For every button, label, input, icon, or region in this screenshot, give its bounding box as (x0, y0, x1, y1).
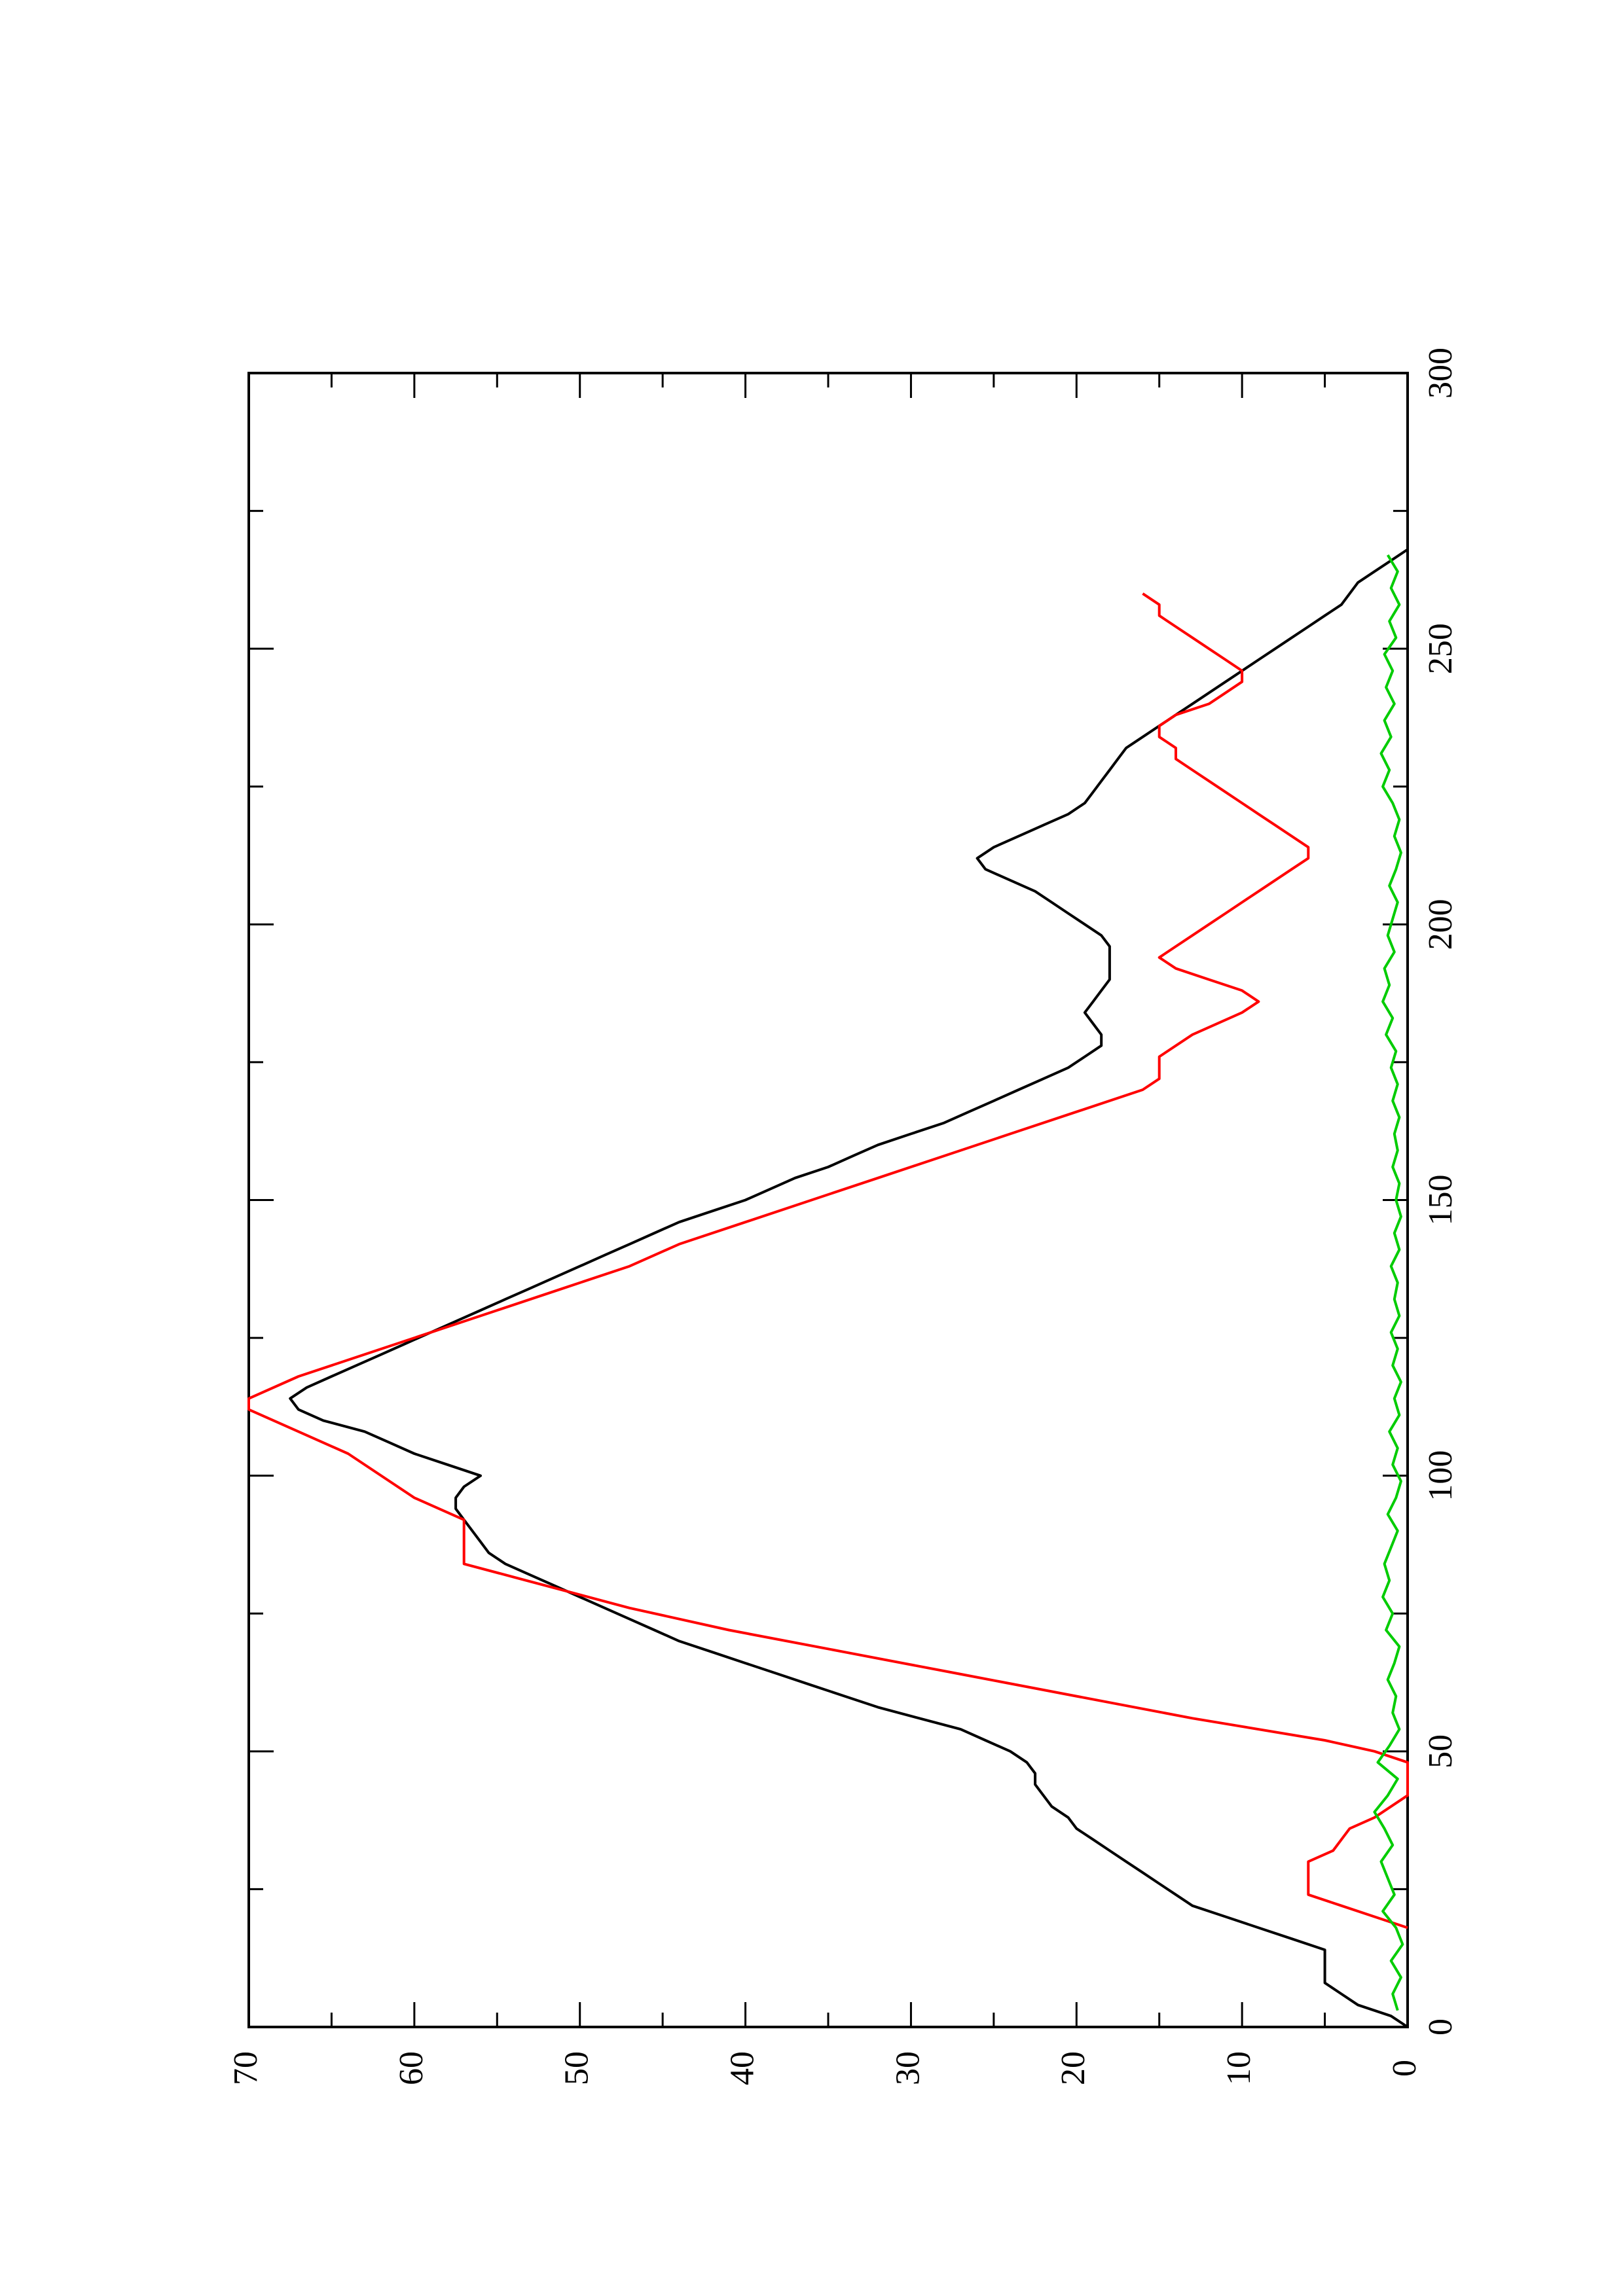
x-tick-label: 300 (1422, 348, 1459, 399)
x-tick-label: 50 (1422, 1734, 1459, 1768)
series-layer (247, 548, 1409, 2028)
y-tick-label: 10 (1220, 2051, 1258, 2085)
series-line-3 (1373, 554, 1404, 2011)
x-axis-ticks (249, 372, 1408, 2028)
plot-frame (247, 372, 1409, 2028)
y-tick-label: 60 (393, 2051, 430, 2085)
x-axis-tick-labels: 0 50 100 150 200 250 300 (1422, 348, 1459, 2036)
y-axis-ticks (247, 373, 1409, 2027)
x-tick-label: 200 (1422, 899, 1459, 950)
x-tick-label: 100 (1422, 1450, 1459, 1501)
x-tick-label: 0 (1422, 2018, 1459, 2036)
x-tick-label: 150 (1422, 1175, 1459, 1226)
y-axis-tick-labels: 0 10 20 30 40 50 60 70 (227, 2051, 1423, 2085)
y-tick-label: 50 (558, 2051, 596, 2085)
x-tick-label: 250 (1422, 623, 1459, 674)
y-tick-label: 70 (227, 2051, 264, 2085)
y-tick-label: 30 (889, 2051, 926, 2085)
y-tick-label: 40 (724, 2051, 761, 2085)
y-tick-label: 0 (1386, 2060, 1423, 2077)
series-line-1 (289, 548, 1409, 2028)
series-line-2 (247, 592, 1409, 1929)
y-tick-label: 20 (1055, 2051, 1092, 2085)
